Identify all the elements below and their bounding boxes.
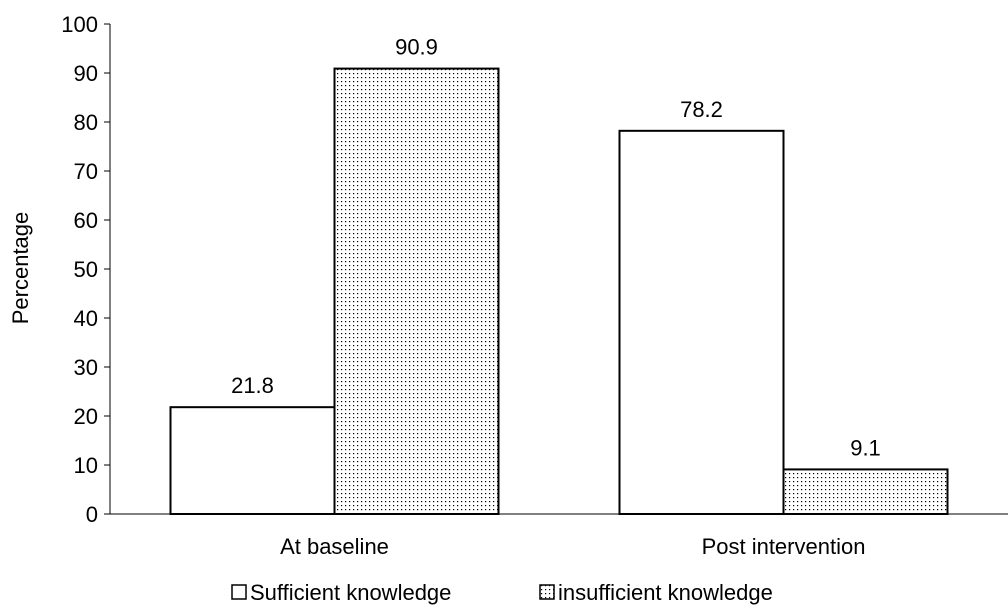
y-tick-label: 70 [74, 159, 98, 184]
y-tick-label: 30 [74, 355, 98, 380]
y-tick-label: 90 [74, 61, 98, 86]
x-category-label: Post intervention [702, 534, 866, 559]
bars [169, 67, 949, 516]
legend: Sufficient knowledge insufficient knowled… [231, 580, 773, 605]
legend-label: Sufficient knowledge [250, 580, 451, 605]
y-axis: 0 10 20 30 40 50 60 70 80 90 100 [61, 12, 111, 527]
y-axis-title: Percentage [8, 212, 33, 325]
bar-sufficient-post [618, 129, 785, 515]
bar-insufficient-post [782, 468, 949, 516]
bar-insufficient-baseline [333, 67, 500, 515]
x-category-label: At baseline [280, 534, 389, 559]
y-tick-label: 50 [74, 257, 98, 282]
y-tick-label: 100 [61, 12, 98, 37]
data-label: 78.2 [680, 97, 723, 122]
y-tick-label: 80 [74, 110, 98, 135]
y-tick-label: 20 [74, 404, 98, 429]
y-tick-label: 10 [74, 453, 98, 478]
legend-swatch [539, 584, 555, 600]
bar-sufficient-baseline [169, 406, 336, 515]
data-label: 90.9 [395, 35, 438, 60]
data-label: 9.1 [850, 435, 881, 460]
legend-label: insufficient knowledge [558, 580, 773, 605]
data-labels: 21.8 90.9 78.2 9.1 [231, 35, 881, 461]
y-tick-label: 0 [86, 502, 98, 527]
data-label: 21.8 [231, 373, 274, 398]
y-tick-label: 60 [74, 208, 98, 233]
y-tick-label: 40 [74, 306, 98, 331]
legend-swatch [231, 584, 247, 600]
x-axis: At baseline Post intervention [110, 513, 1008, 559]
